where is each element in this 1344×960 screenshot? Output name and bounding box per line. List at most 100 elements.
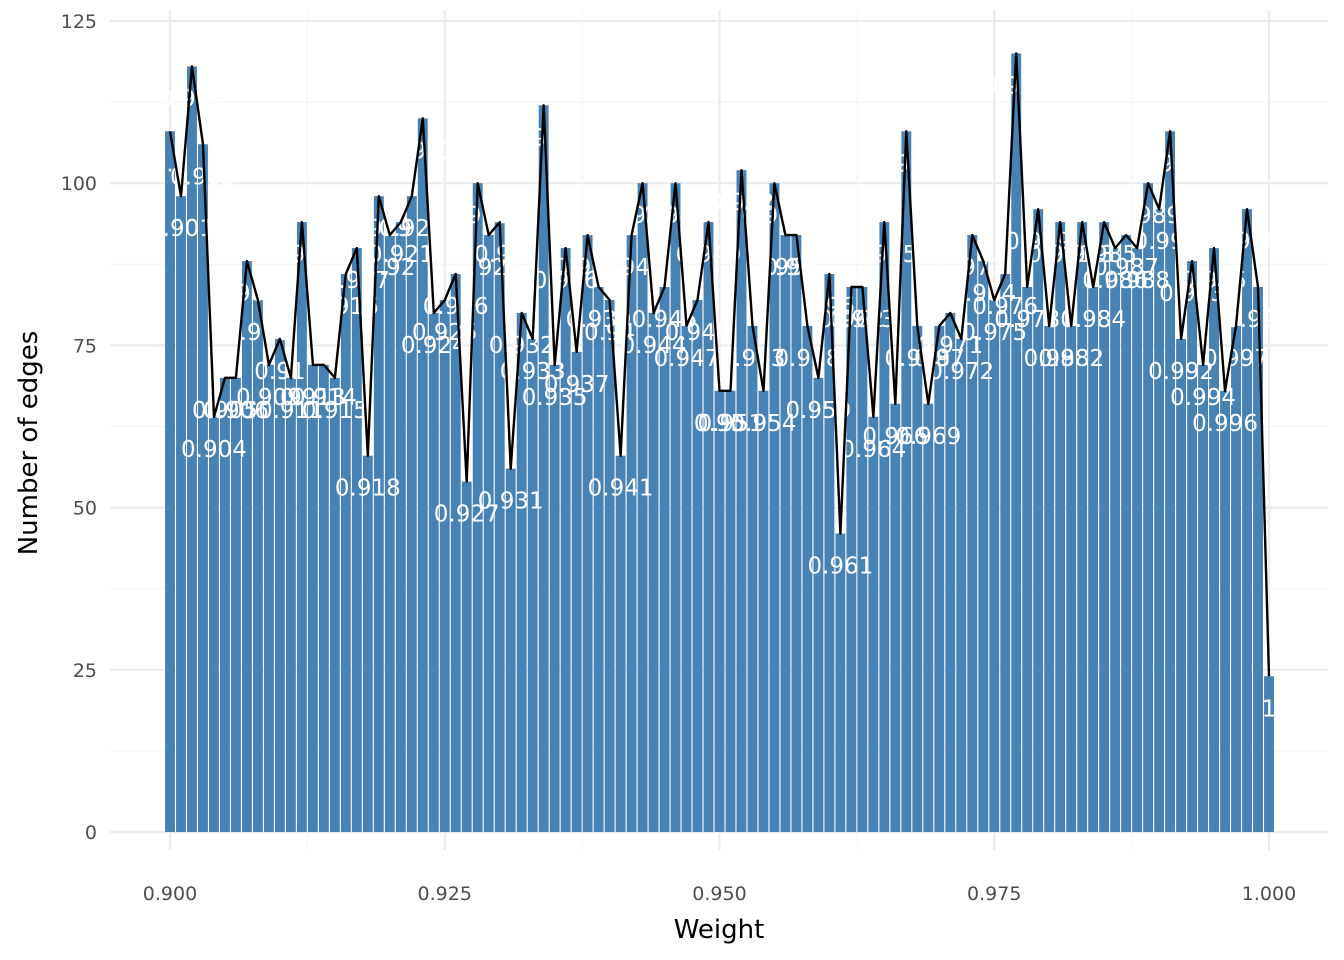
bar-label: 0.936 — [533, 268, 599, 294]
bar-label: 0.917 — [324, 268, 390, 294]
bar — [879, 222, 890, 833]
x-tick-label: 1.000 — [1242, 883, 1296, 905]
bar-label: 0.927 — [434, 502, 500, 528]
bar-label: 0.954 — [731, 411, 797, 437]
bar-label: 0.944 — [621, 333, 687, 359]
bar-label: 0.961 — [807, 554, 873, 580]
bar — [187, 66, 197, 832]
y-tick-label: 50 — [73, 498, 97, 520]
bar — [1077, 222, 1088, 833]
x-axis-title: Weight — [674, 915, 765, 945]
bar-label: 0.966 — [862, 424, 928, 450]
bar-label: 0.91 — [254, 359, 305, 385]
bar — [373, 196, 384, 832]
bar — [461, 481, 472, 832]
bar — [1187, 261, 1198, 832]
bar — [1264, 676, 1274, 832]
bar — [1044, 325, 1055, 832]
bar-label: 0.976 — [972, 294, 1038, 320]
bar — [340, 274, 351, 833]
bar-label: 0.932 — [489, 333, 555, 359]
bar-label: 0.964 — [840, 437, 906, 463]
bar — [1088, 287, 1099, 832]
bar — [241, 261, 252, 832]
bar — [571, 351, 582, 832]
bars — [165, 53, 1274, 833]
y-tick-label: 75 — [73, 335, 97, 357]
bar — [1121, 235, 1132, 832]
bar — [989, 299, 1000, 832]
bar — [956, 338, 967, 832]
bar — [198, 144, 208, 833]
bar — [1132, 248, 1143, 832]
bar-label: 0.969 — [895, 424, 961, 450]
bar-label: 0.929 — [456, 255, 522, 281]
bar — [835, 533, 846, 832]
bar — [538, 105, 549, 833]
bar — [209, 416, 219, 832]
bar-label: 0.991 — [1137, 151, 1203, 177]
bar-label: 0.916 — [313, 294, 379, 320]
bar — [516, 312, 527, 833]
bar — [868, 416, 879, 832]
bar-label: 0.973 — [939, 255, 1005, 281]
bar — [439, 299, 450, 832]
trend-line — [168, 52, 1271, 677]
bar — [967, 235, 978, 832]
bar-label: 0.968 — [884, 346, 950, 372]
bar — [351, 248, 362, 832]
bar — [406, 196, 417, 832]
bar-label: 0.922 — [379, 216, 445, 242]
bar-label: 0.914 — [291, 385, 357, 411]
bar — [362, 455, 373, 832]
bar — [549, 364, 560, 832]
bar-label: 0.946 — [643, 203, 709, 229]
bar-label: 0.982 — [1038, 346, 1104, 372]
bar — [285, 377, 296, 832]
bar — [165, 131, 175, 832]
bar — [846, 287, 857, 832]
bar-label: 0.996 — [1192, 411, 1258, 437]
y-axis-title: Number of edges — [14, 331, 44, 556]
bar — [791, 235, 802, 832]
bar-label: 0.905 — [192, 398, 258, 424]
bar — [681, 325, 692, 832]
bar — [758, 390, 769, 832]
bar — [1154, 209, 1165, 833]
x-axis-ticks: 0.900 0.925 0.950 0.975 1.000 — [143, 883, 1296, 905]
bar — [648, 312, 659, 833]
bar — [923, 403, 934, 832]
bar-label: 0.909 — [236, 385, 302, 411]
bar-label: 0.941 — [588, 476, 654, 502]
bar-label: 0.943 — [610, 203, 676, 229]
bar — [483, 235, 494, 832]
y-tick-label: 100 — [61, 173, 97, 195]
bar — [1242, 209, 1252, 833]
bar — [901, 131, 912, 832]
bar — [857, 287, 868, 832]
bar-label: 0.957 — [764, 255, 830, 281]
bar-label: 0.923 — [390, 138, 456, 164]
bar-label: 0.989 — [1115, 203, 1181, 229]
bar-label: 0.998 — [1214, 229, 1280, 255]
bar-label: 0.993 — [1159, 281, 1225, 307]
bar-label: 0.959 — [785, 398, 851, 424]
bar — [725, 390, 736, 832]
bar — [263, 364, 274, 832]
bar — [417, 118, 428, 832]
bar-label: 0.963 — [829, 307, 895, 333]
bar-label: 0.92 — [364, 255, 415, 281]
bar-label: 0.972 — [928, 359, 994, 385]
bar-label: 0.947 — [654, 346, 720, 372]
bar — [472, 183, 483, 832]
bar — [1198, 364, 1209, 832]
bar-label: 0.955 — [742, 203, 808, 229]
bar-label: 0.948 — [665, 320, 731, 346]
bar — [450, 274, 461, 833]
bar-label: 0.981 — [1027, 242, 1093, 268]
bar-label: 0.931 — [478, 489, 544, 515]
x-tick-label: 0.950 — [692, 883, 746, 905]
bar — [1176, 338, 1187, 832]
bar-label: 0.997 — [1203, 346, 1269, 372]
